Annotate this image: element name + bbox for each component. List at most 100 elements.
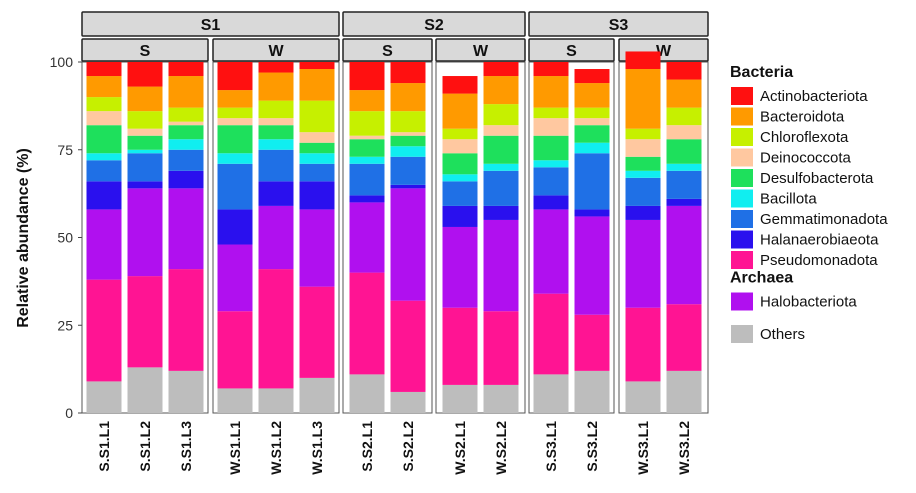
- bar-segment-w-s3-l2-deinococcota: [666, 125, 702, 140]
- legend-group-title: Bacteria: [730, 64, 793, 81]
- bar-segment-s-s2-l2-deinococcota: [390, 132, 426, 136]
- bar-segment-s-s2-l2-bacteroidota: [390, 83, 426, 112]
- bar-segment-w-s1-l3-bacteroidota: [299, 69, 335, 101]
- legend-swatch-deinococcota: [731, 148, 753, 167]
- bar-segment-s-s3-l1-halanaerobiaeota: [533, 195, 569, 210]
- bar-segment-w-s1-l1-halobacteriota: [217, 244, 253, 312]
- bar-segment-w-s1-l1-others: [217, 388, 253, 413]
- bar-segment-w-s1-l3-others: [299, 377, 335, 413]
- bar-segment-w-s3-l2-halanaerobiaeota: [666, 198, 702, 206]
- bar-segment-w-s3-l1-chloroflexota: [625, 128, 661, 140]
- bar-segment-s-s3-l2-bacteroidota: [574, 83, 610, 108]
- legend-label: Halobacteriota: [760, 294, 857, 311]
- bar-segment-s-s1-l3-bacillota: [168, 139, 204, 150]
- bar-segment-s-s3-l2-others: [574, 370, 610, 413]
- legend-swatch-bacteroidota: [731, 107, 753, 126]
- x-tick-label: W.S2.L1: [452, 421, 468, 475]
- bar-segment-w-s2-l1-chloroflexota: [442, 128, 478, 140]
- bar-segment-s-s1-l1-halobacteriota: [86, 209, 122, 280]
- bar-segment-w-s1-l3-deinococcota: [299, 132, 335, 143]
- bar-segment-s-s1-l1-others: [86, 381, 122, 413]
- bar-segment-w-s1-l3-desulfobacterota: [299, 142, 335, 154]
- bar-segment-w-s2-l1-pseudomonadota: [442, 307, 478, 385]
- bar-segment-s-s1-l1-desulfobacterota: [86, 125, 122, 154]
- y-tick-label: 50: [57, 230, 73, 246]
- x-tick-label: S.S2.L2: [400, 421, 416, 472]
- bar-segment-w-s1-l1-chloroflexota: [217, 107, 253, 119]
- bar-segment-w-s2-l1-bacillota: [442, 174, 478, 182]
- bar-segment-s-s1-l2-bacillota: [127, 149, 163, 154]
- season-strip-s1-w: [212, 38, 340, 62]
- y-tick-label: 100: [50, 54, 74, 70]
- bar-segment-w-s1-l1-gemmatimonadota: [217, 163, 253, 210]
- bar-segment-w-s1-l2-actinobacteriota: [258, 62, 294, 73]
- bar-segment-w-s2-l2-bacteroidota: [483, 76, 519, 105]
- season-strip-label: W: [268, 43, 284, 60]
- bar-segment-s-s3-l1-gemmatimonadota: [533, 167, 569, 196]
- bar-segment-w-s1-l3-pseudomonadota: [299, 286, 335, 378]
- bar-segment-s-s3-l2-halobacteriota: [574, 216, 610, 315]
- legend-group-title: Archaea: [730, 270, 793, 287]
- bar-segment-w-s3-l1-bacillota: [625, 170, 661, 178]
- site-strip-s3: [528, 11, 709, 37]
- panel-s3-w: [618, 51, 709, 414]
- bar-segment-s-s2-l2-actinobacteriota: [390, 62, 426, 84]
- bar-segment-w-s3-l2-desulfobacterota: [666, 139, 702, 164]
- x-tick-label: S.S1.L3: [178, 421, 194, 472]
- legend-swatch-actinobacteriota: [731, 87, 753, 105]
- bar-segment-w-s1-l2-halobacteriota: [258, 205, 294, 270]
- bar-segment-s-s3-l1-bacillota: [533, 160, 569, 168]
- bar-segment-w-s3-l1-others: [625, 381, 661, 413]
- y-tick-label: 75: [57, 142, 73, 158]
- bar-segment-s-s2-l1-halobacteriota: [349, 202, 385, 273]
- bar-segment-s-s1-l3-pseudomonadota: [168, 269, 204, 371]
- x-tick-label: S.S3.L2: [584, 421, 600, 472]
- bar-segment-w-s1-l2-halanaerobiaeota: [258, 181, 294, 206]
- bar-segment-s-s3-l1-halobacteriota: [533, 209, 569, 294]
- panel-s1-s: [81, 61, 209, 414]
- bar-segment-s-s3-l1-pseudomonadota: [533, 293, 569, 375]
- bar-segment-s-s2-l1-actinobacteriota: [349, 62, 385, 91]
- bar-segment-s-s1-l2-halanaerobiaeota: [127, 181, 163, 189]
- panel-s2-w: [435, 61, 526, 414]
- y-axis-label: Relative abundance (%): [15, 148, 32, 328]
- legend-swatch-desulfobacterota: [731, 169, 753, 187]
- legend-label: Actinobacteriota: [760, 88, 868, 105]
- bar-segment-w-s3-l1-gemmatimonadota: [625, 177, 661, 206]
- bar-segment-s-s1-l2-actinobacteriota: [127, 62, 163, 87]
- bar-segment-w-s2-l2-gemmatimonadota: [483, 170, 519, 206]
- bar-segment-w-s3-l1-pseudomonadota: [625, 307, 661, 382]
- bar-segment-s-s1-l3-deinococcota: [168, 121, 204, 126]
- bar-segment-w-s3-l1-desulfobacterota: [625, 156, 661, 171]
- bar-segment-s-s3-l1-actinobacteriota: [533, 62, 569, 77]
- bar-segment-s-s1-l2-halobacteriota: [127, 188, 163, 277]
- bar-segment-w-s1-l3-chloroflexota: [299, 100, 335, 133]
- bar-segment-s-s1-l2-gemmatimonadota: [127, 153, 163, 182]
- bar-segment-w-s1-l2-deinococcota: [258, 118, 294, 126]
- legend-label: Pseudomonadota: [760, 252, 878, 269]
- bar-segment-s-s3-l2-gemmatimonadota: [574, 153, 610, 210]
- bar-segment-s-s1-l2-others: [127, 367, 163, 413]
- x-tick-label: S.S3.L1: [543, 421, 559, 472]
- bar-segment-s-s3-l2-chloroflexota: [574, 107, 610, 119]
- bar-segment-w-s1-l2-others: [258, 388, 294, 413]
- legend-label: Chloroflexota: [760, 129, 849, 146]
- x-tick-label: W.S1.L2: [268, 421, 284, 475]
- bar-segment-w-s1-l2-gemmatimonadota: [258, 149, 294, 182]
- bar-segment-s-s1-l1-halanaerobiaeota: [86, 181, 122, 210]
- bar-segment-s-s3-l2-actinobacteriota: [574, 69, 610, 84]
- season-strip-label: S: [382, 43, 393, 60]
- bar-segment-w-s1-l2-desulfobacterota: [258, 125, 294, 140]
- bar-segment-w-s2-l1-halobacteriota: [442, 226, 478, 308]
- bar-segment-w-s2-l1-others: [442, 384, 478, 413]
- bar-segment-w-s1-l2-pseudomonadota: [258, 269, 294, 389]
- bar-segment-s-s1-l1-gemmatimonadota: [86, 160, 122, 182]
- x-tick-label: W.S3.L1: [635, 421, 651, 475]
- bar-segment-w-s1-l1-bacteroidota: [217, 90, 253, 108]
- legend-swatch-halanaerobiaeota: [731, 230, 753, 249]
- legend-label: Bacillota: [760, 191, 817, 208]
- season-strip-s2-s: [342, 38, 433, 62]
- legend-swatch-gemmatimonadota: [731, 210, 753, 228]
- plot-panels: [81, 51, 709, 414]
